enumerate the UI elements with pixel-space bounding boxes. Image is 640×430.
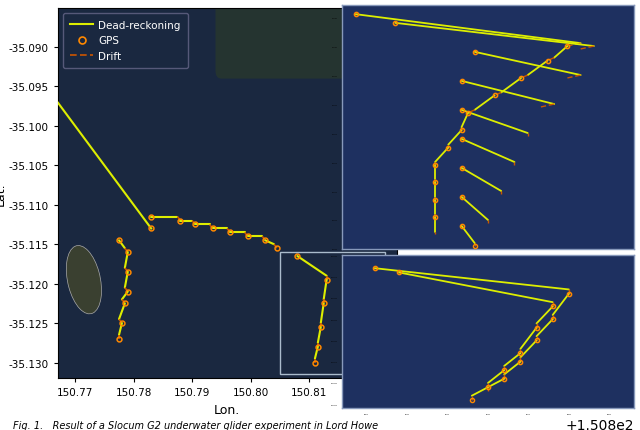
Y-axis label: Lat.: Lat. [0,182,7,205]
Text: Fig. 1.   Result of a Slocum G2 underwater glider experiment in Lord Howe: Fig. 1. Result of a Slocum G2 underwater… [13,420,378,430]
X-axis label: Lon.: Lon. [214,403,241,416]
Ellipse shape [67,246,102,314]
FancyBboxPatch shape [216,0,432,80]
Bar [280,252,385,375]
Legend: Dead-reckoning, GPS, Drift: Dead-reckoning, GPS, Drift [63,14,188,69]
